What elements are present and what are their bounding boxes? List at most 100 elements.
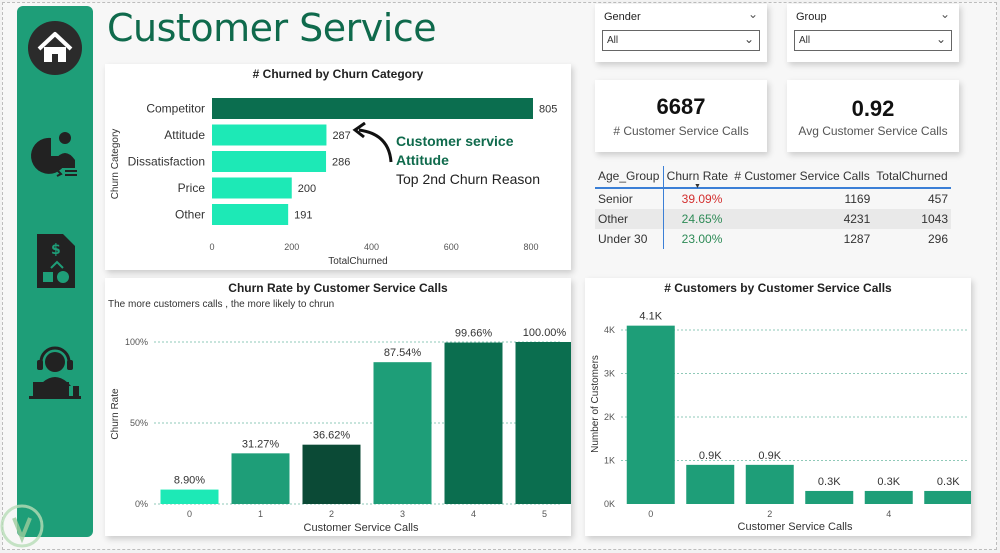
bar [212,98,533,119]
group-dropdown-value: All [799,35,811,46]
group-dropdown[interactable]: All ⌄ [794,30,952,51]
data-label: 0.3K [937,476,960,488]
y-tick-label: 3K [604,369,615,379]
y-axis-title: Churn Rate [110,388,121,440]
data-label: 286 [332,157,350,169]
kpi-card-avg-calls: 0.92 Avg Customer Service Calls [787,80,959,152]
age-group-table: Age_Group Churn Rate ▼ # Customer Servic… [595,166,951,249]
group-slicer-label: Group [796,11,827,23]
x-tick-label: 0 [209,242,214,252]
x-tick-label: 600 [444,242,459,252]
data-label: 0.9K [758,450,781,462]
chart-title: # Churned by Churn Category [252,67,424,81]
x-tick-label: 0 [648,509,653,519]
column-header[interactable]: Churn Rate ▼ [662,166,732,190]
kpi-card-calls: 6687 # Customer Service Calls [595,80,767,152]
data-label: 100.00% [523,327,567,339]
bar [302,444,361,504]
bar [864,490,913,504]
table-cell: 1043 [873,209,951,229]
x-tick-label: 800 [523,242,538,252]
data-label: 8.90% [174,475,205,487]
x-tick-label: 3 [400,509,405,519]
bar [626,325,675,504]
page-title: Customer Service [107,6,437,50]
column-header[interactable]: Age_Group [595,166,664,189]
chart-title: Churn Rate by Customer Service Calls [228,281,448,295]
sort-desc-icon: ▼ [694,183,701,190]
data-label: 287 [332,130,350,142]
y-tick-label: 2K [604,412,615,422]
chart-subtitle: The more customers calls , the more like… [108,299,335,310]
data-label: 0.9K [699,450,722,462]
customers-by-calls-svg: 0K 1K 2K 3K 4K 4.1K 0 0.9K 0.9K 2 0.3K 0.3K 4 0.3K Cus… [590,311,971,533]
annotation-line-3: Top 2nd Churn Reason [396,171,540,187]
table-row[interactable]: Senior 39.09% 1169 457 [595,188,951,209]
category-label: Other [175,208,205,222]
x-tick-label: 2 [329,509,334,519]
x-tick-label: 2 [767,509,772,519]
x-tick-label: 1 [258,509,263,519]
collapse-chevron-icon[interactable]: ⌄ [939,7,950,21]
group-slicer: Group ⌄ All ⌄ [787,4,959,62]
data-label: 36.62% [313,430,351,442]
category-label: Dissatisfaction [128,155,205,169]
bar [444,342,503,504]
x-axis-title: Customer Service Calls [738,521,853,533]
table-cell: 23.00% [662,229,732,249]
bar [515,342,571,504]
x-tick-label: 200 [284,242,299,252]
table-cell: 4231 [731,209,874,229]
table-cell: 457 [927,192,948,206]
category-label: Competitor [146,102,205,116]
column-header[interactable]: TotalChurned [873,166,951,189]
annotation-arrow-icon [349,121,399,173]
collapse-chevron-icon[interactable]: ⌄ [747,7,758,21]
y-tick-label: 0K [604,499,615,509]
gender-slicer: Gender ⌄ All ⌄ [595,4,767,62]
gender-dropdown-value: All [607,35,619,46]
bar [805,490,854,504]
table-cell: 1287 [843,232,871,246]
table-cell: 24.65% [662,209,732,229]
bar [212,151,327,172]
table-row[interactable]: Under 30 23.00% 1287 296 [595,229,951,249]
bar [212,204,289,225]
customers-by-calls-chart: # Customers by Customer Service Calls 0K… [585,278,971,536]
document-dollar-icon[interactable]: $ [17,232,93,290]
table-cell: Under 30 [598,232,648,246]
table-cell: 1169 [844,192,871,206]
bar [686,464,735,504]
headset-agent-icon[interactable] [17,342,93,400]
chevron-down-icon: ⌄ [935,32,946,46]
bar [231,453,290,504]
y-tick-label: 100% [125,337,148,347]
y-axis-title: Churn Category [110,129,121,200]
y-tick-label: 1K [604,456,615,466]
data-label: 200 [298,183,316,195]
data-label: 31.27% [242,438,280,450]
sidebar: $ [17,6,93,537]
bar [924,490,971,504]
watermark-logo-icon [0,500,46,553]
gender-dropdown[interactable]: All ⌄ [602,30,760,51]
table-row[interactable]: Other 24.65% 4231 1043 [595,209,951,229]
data-label: 99.66% [455,328,493,340]
column-header[interactable]: # Customer Service Calls [731,166,874,189]
bar [373,362,432,504]
bar [212,177,292,199]
y-tick-label: 4K [604,325,615,335]
data-label: 0.3K [877,476,900,488]
table-cell: Senior [598,192,633,206]
x-axis-title: TotalChurned [328,256,387,267]
annotation-line-1: Customer service [396,133,514,149]
churn-rate-svg: 0% 50% 100% 8.90% 0 31.27% 1 36.62% 2 87.54% 3 99.6… [110,327,571,534]
table-cell: 296 [927,232,948,246]
pie-chart-person-icon[interactable] [17,126,93,182]
churn-category-chart: # Churned by Churn Category Competitor 80… [105,64,571,270]
svg-text:$: $ [51,242,61,258]
column-header-label: Churn Rate [666,169,729,183]
data-label: 4.1K [639,311,662,323]
home-icon[interactable] [17,20,93,76]
bar [212,124,327,146]
